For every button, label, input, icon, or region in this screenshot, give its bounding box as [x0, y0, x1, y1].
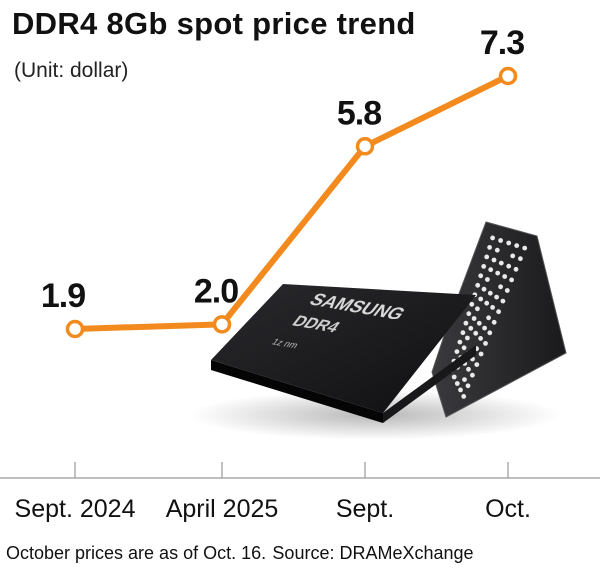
- solder-ball: [487, 290, 493, 296]
- solder-ball: [469, 301, 475, 307]
- data-point: [212, 315, 232, 334]
- solder-ball: [476, 320, 482, 326]
- solder-ball: [484, 254, 490, 260]
- solder-ball: [481, 286, 487, 292]
- solder-ball: [461, 345, 467, 351]
- solder-ball: [481, 264, 487, 269]
- x-tick-label: Sept. 2024: [15, 495, 136, 523]
- solder-ball: [494, 247, 500, 253]
- solder-ball: [486, 315, 491, 321]
- solder-ball: [461, 394, 467, 399]
- data-labels: 1.9 2.0 5.8 7.3: [41, 24, 525, 315]
- solder-ball: [506, 263, 512, 269]
- solder-ball: [491, 257, 497, 263]
- solder-ball: [451, 374, 457, 380]
- solder-ball: [496, 309, 501, 315]
- data-label: 2.0: [194, 272, 238, 310]
- solder-ball: [478, 296, 484, 302]
- solder-ball: [490, 235, 495, 241]
- solder-ball: [471, 316, 477, 321]
- footer-source: Source: DRAMeXchange: [272, 543, 474, 563]
- chip-process-label: 1z nm: [269, 337, 300, 350]
- solder-ball: [491, 319, 497, 325]
- solder-ball: [487, 245, 492, 250]
- solder-ball: [465, 335, 470, 341]
- solder-ball: [504, 288, 510, 293]
- solder-ball: [478, 351, 484, 357]
- chip-model-label: DDR4: [288, 312, 344, 336]
- solder-ball: [483, 341, 488, 346]
- solder-ball: [462, 377, 467, 382]
- x-tick-label: Sept.: [336, 495, 394, 523]
- solder-ball: [484, 300, 490, 306]
- solder-ball: [478, 336, 483, 341]
- solder-ball: [460, 330, 466, 336]
- chip-front-edge: [211, 360, 383, 423]
- solder-ball: [465, 383, 471, 389]
- unit-label: (Unit: dollar): [14, 59, 129, 82]
- x-ticks: [74, 462, 509, 478]
- solder-ball: [485, 277, 490, 282]
- solder-ball: [506, 240, 512, 246]
- solder-ball: [498, 238, 503, 243]
- solder-ball: [500, 298, 506, 304]
- footer-note: October prices are as of Oct. 16.: [6, 543, 267, 563]
- chip-side-edge: [383, 345, 476, 423]
- data-point: [355, 137, 375, 156]
- chip-ball-grid: [448, 235, 528, 399]
- x-labels: Sept. 2024 April 2025 Sept. Oct.: [15, 495, 531, 523]
- solder-ball: [498, 284, 503, 290]
- solder-ball: [490, 305, 495, 310]
- data-point: [498, 66, 518, 86]
- data-label: 5.8: [337, 94, 381, 132]
- solder-ball: [478, 273, 484, 279]
- solder-ball: [470, 372, 475, 378]
- solder-ball: [475, 306, 480, 312]
- solder-ball: [494, 294, 499, 300]
- solder-ball: [475, 282, 481, 288]
- solder-ball: [509, 277, 514, 283]
- solder-ball: [514, 243, 520, 249]
- solder-ball: [474, 362, 480, 367]
- chip-image: SAMSUNG DDR4 1z nm: [190, 221, 567, 440]
- solder-ball: [522, 245, 528, 251]
- solder-ball: [495, 270, 501, 276]
- solder-ball: [482, 325, 487, 331]
- solder-ball: [468, 325, 474, 331]
- x-tick-label: Oct.: [485, 495, 531, 523]
- solder-ball: [498, 260, 504, 266]
- solder-ball: [487, 330, 493, 336]
- solder-ball: [513, 266, 519, 272]
- solder-ball: [473, 330, 479, 336]
- data-points: [65, 66, 518, 339]
- data-label: 1.9: [41, 277, 85, 315]
- solder-ball: [457, 339, 463, 345]
- solder-ball: [463, 320, 469, 326]
- x-tick-label: April 2025: [166, 495, 279, 523]
- data-point: [65, 319, 85, 339]
- solder-ball: [466, 311, 472, 317]
- solder-ball: [488, 267, 494, 273]
- chip-top: [211, 284, 476, 413]
- solder-ball: [454, 381, 460, 386]
- series-line: [72, 73, 511, 332]
- data-label: 7.3: [480, 24, 524, 62]
- solder-ball: [454, 349, 460, 354]
- solder-ball: [466, 366, 471, 372]
- solder-ball: [502, 274, 508, 279]
- solder-ball: [458, 387, 463, 393]
- solder-ball: [518, 256, 523, 262]
- solder-ball: [510, 253, 516, 259]
- chart-title: DDR4 8Gb spot price trend: [12, 6, 416, 41]
- footer: October prices are as of Oct. 16. Source:…: [6, 543, 480, 564]
